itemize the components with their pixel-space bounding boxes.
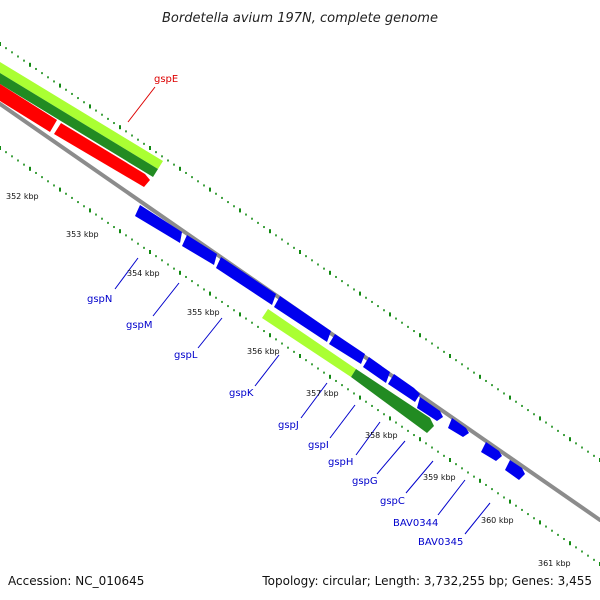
callout-gspE: [128, 87, 155, 122]
callout-gspL: [198, 318, 222, 348]
tick-label: 356 kbp: [247, 347, 280, 356]
tick-label: 352 kbp: [6, 192, 39, 201]
gene-label-gspM[interactable]: gspM: [126, 320, 153, 331]
tick-label: 360 kbp: [481, 516, 514, 525]
tick-label: 353 kbp: [66, 230, 99, 239]
gene-labels: gspE gspN gspM gspL gspK gspJ gspI gspH …: [87, 74, 463, 548]
tick-label: 361 kbp: [538, 559, 571, 568]
gene-label-gspJ[interactable]: gspJ: [278, 420, 299, 431]
genome-summary: Topology: circular; Length: 3,732,255 bp…: [262, 574, 592, 588]
gene-label-gspE[interactable]: gspE: [154, 74, 178, 85]
tick-label: 359 kbp: [423, 473, 456, 482]
gene-label-gspL[interactable]: gspL: [174, 350, 198, 361]
gene-label-gspC[interactable]: gspC: [380, 496, 405, 507]
tick-label: 354 kbp: [127, 269, 160, 278]
gene-label-BAV0344[interactable]: BAV0344: [393, 518, 438, 529]
gene-label-gspK[interactable]: gspK: [229, 388, 254, 399]
gene-label-gspN[interactable]: gspN: [87, 294, 112, 305]
gene-gspL-shape: [216, 257, 276, 305]
tick-label: 357 kbp: [306, 389, 339, 398]
gene-label-gspH[interactable]: gspH: [328, 457, 353, 468]
gene-label-gspG[interactable]: gspG: [352, 476, 378, 487]
callout-BAV0344: [438, 480, 465, 515]
gene-label-gspI[interactable]: gspI: [308, 440, 329, 451]
callout-gspG: [377, 441, 405, 474]
callout-gspI: [330, 405, 355, 438]
gene-label-BAV0345[interactable]: BAV0345: [418, 537, 463, 548]
callout-gspK: [255, 355, 279, 386]
tick-label: 358 kbp: [365, 431, 398, 440]
accession-text: Accession: NC_010645: [8, 574, 144, 588]
feature-band-dark: [0, 73, 158, 177]
tick-label: 355 kbp: [187, 308, 220, 317]
callout-gspM: [153, 283, 179, 316]
label-callouts: [115, 87, 490, 534]
